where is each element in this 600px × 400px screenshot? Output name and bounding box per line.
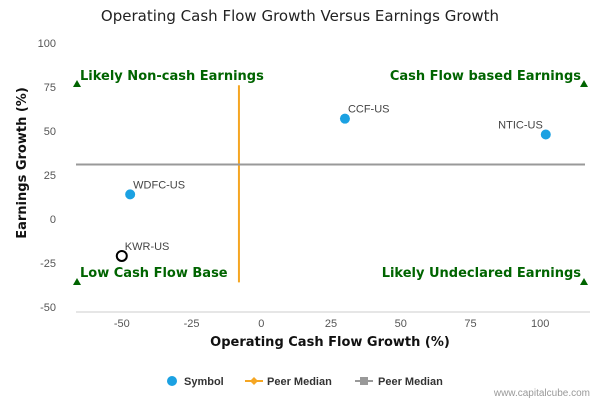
y-axis-title: Earnings Growth (%) [15, 87, 30, 239]
y-tick-label: 50 [44, 126, 56, 138]
quadrant-label-bottom-left: Low Cash Flow Base [80, 266, 228, 281]
legend-square-icon [360, 377, 368, 385]
chart-title: Operating Cash Flow Growth Versus Earnin… [101, 7, 499, 25]
x-tick-label: 100 [531, 318, 549, 330]
quadrant-label-top-right: Cash Flow based Earnings [390, 69, 581, 84]
quadrant-markers [73, 80, 588, 285]
data-points: CCF-US NTIC-US WDFC-US KWR-US [115, 104, 551, 262]
y-tick-label: 75 [44, 82, 56, 94]
quadrant-marker-tl [73, 80, 81, 87]
footer-credit: www.capitalcube.com [493, 388, 590, 399]
x-tick-label: 25 [325, 318, 337, 330]
quadrant-marker-br [580, 278, 588, 285]
x-tick-label: 50 [395, 318, 407, 330]
data-point-ccf-us[interactable] [339, 113, 350, 124]
data-point-ntic-us[interactable] [540, 129, 551, 140]
legend-symbol-swatch [167, 376, 177, 386]
y-tick-label: -25 [40, 258, 56, 270]
x-tick-label: -50 [114, 318, 130, 330]
y-tick-label: 100 [38, 38, 56, 50]
data-label-ntic-us: NTIC-US [498, 120, 543, 132]
x-tick-label: 0 [258, 318, 264, 330]
x-tick-label: -25 [184, 318, 200, 330]
x-axis-ticks: -50 -25 0 25 50 75 100 [114, 318, 550, 330]
y-tick-label: 25 [44, 170, 56, 182]
quadrant-marker-bl [73, 278, 81, 285]
legend-label-peer-median-1: Peer Median [267, 376, 332, 388]
x-axis-title: Operating Cash Flow Growth (%) [210, 335, 450, 350]
legend-item-symbol[interactable]: Symbol [167, 376, 224, 388]
data-point-wdfc-us[interactable] [125, 189, 136, 200]
legend-diamond-icon [250, 377, 258, 385]
legend-item-peer-median-y[interactable]: Peer Median [355, 376, 443, 388]
y-axis-ticks: 100 75 50 25 0 -25 -50 [38, 38, 56, 314]
y-tick-label: -50 [40, 302, 56, 314]
data-label-wdfc-us: WDFC-US [133, 179, 185, 191]
legend: Symbol Peer Median Peer Median [167, 376, 443, 388]
y-tick-label: 0 [50, 214, 56, 226]
quadrant-label-bottom-right: Likely Undeclared Earnings [382, 266, 582, 281]
x-tick-label: 75 [464, 318, 476, 330]
quadrant-label-top-left: Likely Non-cash Earnings [80, 69, 264, 84]
data-point-kwr-us[interactable] [115, 249, 128, 262]
quadrant-marker-tr [580, 80, 588, 87]
legend-label-peer-median-2: Peer Median [378, 376, 443, 388]
legend-item-peer-median-x[interactable]: Peer Median [245, 376, 332, 388]
legend-label-symbol: Symbol [184, 376, 224, 388]
data-label-kwr-us: KWR-US [125, 241, 170, 253]
data-label-ccf-us: CCF-US [348, 104, 390, 116]
